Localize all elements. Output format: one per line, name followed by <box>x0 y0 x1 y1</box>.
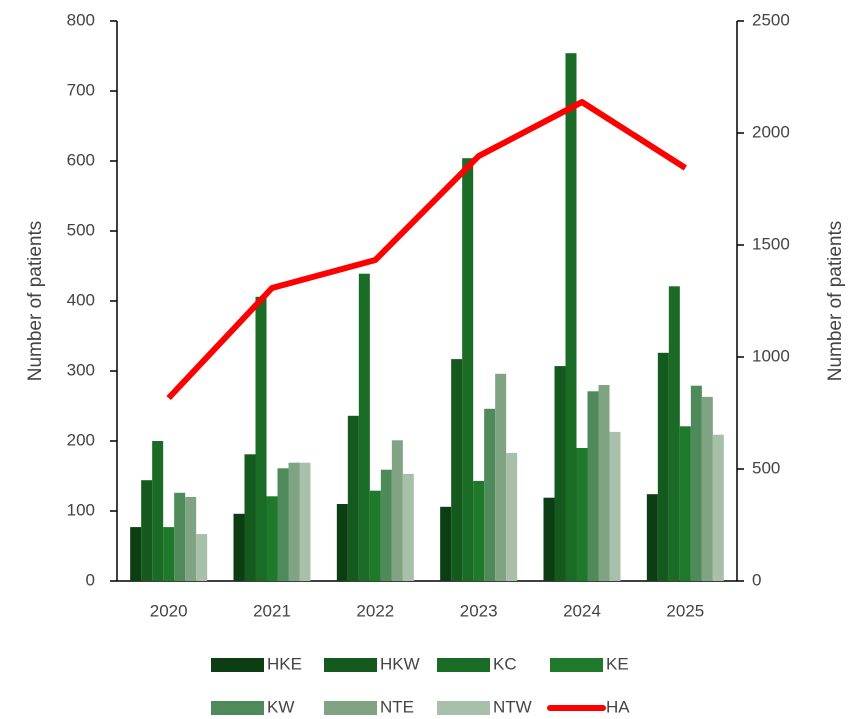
y-tick-label: 800 <box>67 10 95 29</box>
y2-axis-label: Number of patients <box>825 221 846 382</box>
bar <box>462 158 474 581</box>
bar <box>174 492 186 581</box>
bar <box>266 496 278 581</box>
bar <box>369 490 381 581</box>
bar <box>506 452 518 581</box>
bar <box>233 513 245 581</box>
bar <box>554 366 566 581</box>
bar <box>576 448 588 581</box>
y-tick-label: 600 <box>67 150 95 169</box>
legend-label: KW <box>267 697 294 716</box>
y2-tick-label: 2500 <box>752 10 790 29</box>
x-tick-label: 2021 <box>253 601 291 620</box>
bar <box>380 469 392 581</box>
legend-swatch <box>324 701 377 715</box>
bar <box>668 286 680 581</box>
legend-swatch <box>437 658 490 672</box>
bar <box>130 527 142 581</box>
bar <box>336 504 348 581</box>
bar <box>347 415 359 581</box>
legend-swatch <box>211 701 264 715</box>
x-tick-label: 2023 <box>460 601 498 620</box>
bar <box>358 273 370 581</box>
legend-label: HA <box>606 697 630 716</box>
legend-swatch <box>550 658 603 672</box>
legend-label: NTW <box>493 697 532 716</box>
legend-swatch <box>324 658 377 672</box>
bar <box>690 385 702 581</box>
bar <box>657 352 669 581</box>
bar <box>196 534 208 581</box>
y2-tick-label: 1500 <box>752 234 790 253</box>
bar <box>451 359 463 581</box>
bar <box>543 497 555 581</box>
bar <box>288 462 300 581</box>
bar <box>712 434 724 581</box>
x-tick-label: 2020 <box>150 601 188 620</box>
bar <box>299 462 311 581</box>
y-axis-label: Number of patients <box>25 221 46 382</box>
y-tick-label: 400 <box>67 290 95 309</box>
y2-tick-label: 500 <box>752 458 780 477</box>
y2-tick-label: 0 <box>752 570 761 589</box>
x-tick-label: 2024 <box>563 601 601 620</box>
bar <box>598 385 610 581</box>
y-tick-label: 200 <box>67 430 95 449</box>
bar <box>402 473 414 581</box>
legend-label: HKW <box>380 654 420 673</box>
legend-swatch <box>211 658 264 672</box>
line-series <box>166 99 687 401</box>
bar <box>484 408 496 581</box>
bar <box>646 494 658 581</box>
bar <box>141 480 153 581</box>
y-tick-label: 700 <box>67 80 95 99</box>
bar <box>565 53 577 581</box>
y2-tick-label: 1000 <box>752 346 790 365</box>
bar <box>701 396 713 581</box>
bar <box>495 373 507 581</box>
y-tick-label: 100 <box>67 500 95 519</box>
legend-label: HKE <box>267 654 302 673</box>
x-tick-label: 2022 <box>356 601 394 620</box>
legend-label: KC <box>493 654 517 673</box>
bar <box>163 527 175 581</box>
legend-label: KE <box>606 654 629 673</box>
legend-label: NTE <box>380 697 414 716</box>
bar <box>152 441 164 581</box>
y2-tick-label: 2000 <box>752 122 790 141</box>
bar <box>609 431 621 581</box>
bar <box>440 506 452 581</box>
y-tick-label: 500 <box>67 220 95 239</box>
bar <box>255 296 267 581</box>
bar <box>679 426 691 581</box>
bar <box>473 480 485 581</box>
x-tick-label: 2025 <box>666 601 704 620</box>
y-tick-label: 0 <box>86 570 95 589</box>
bar <box>587 391 599 581</box>
bar <box>277 468 289 581</box>
legend-swatch <box>437 701 490 715</box>
y-tick-label: 300 <box>67 360 95 379</box>
bar <box>391 440 403 581</box>
bar <box>244 454 256 581</box>
bar <box>185 497 197 581</box>
